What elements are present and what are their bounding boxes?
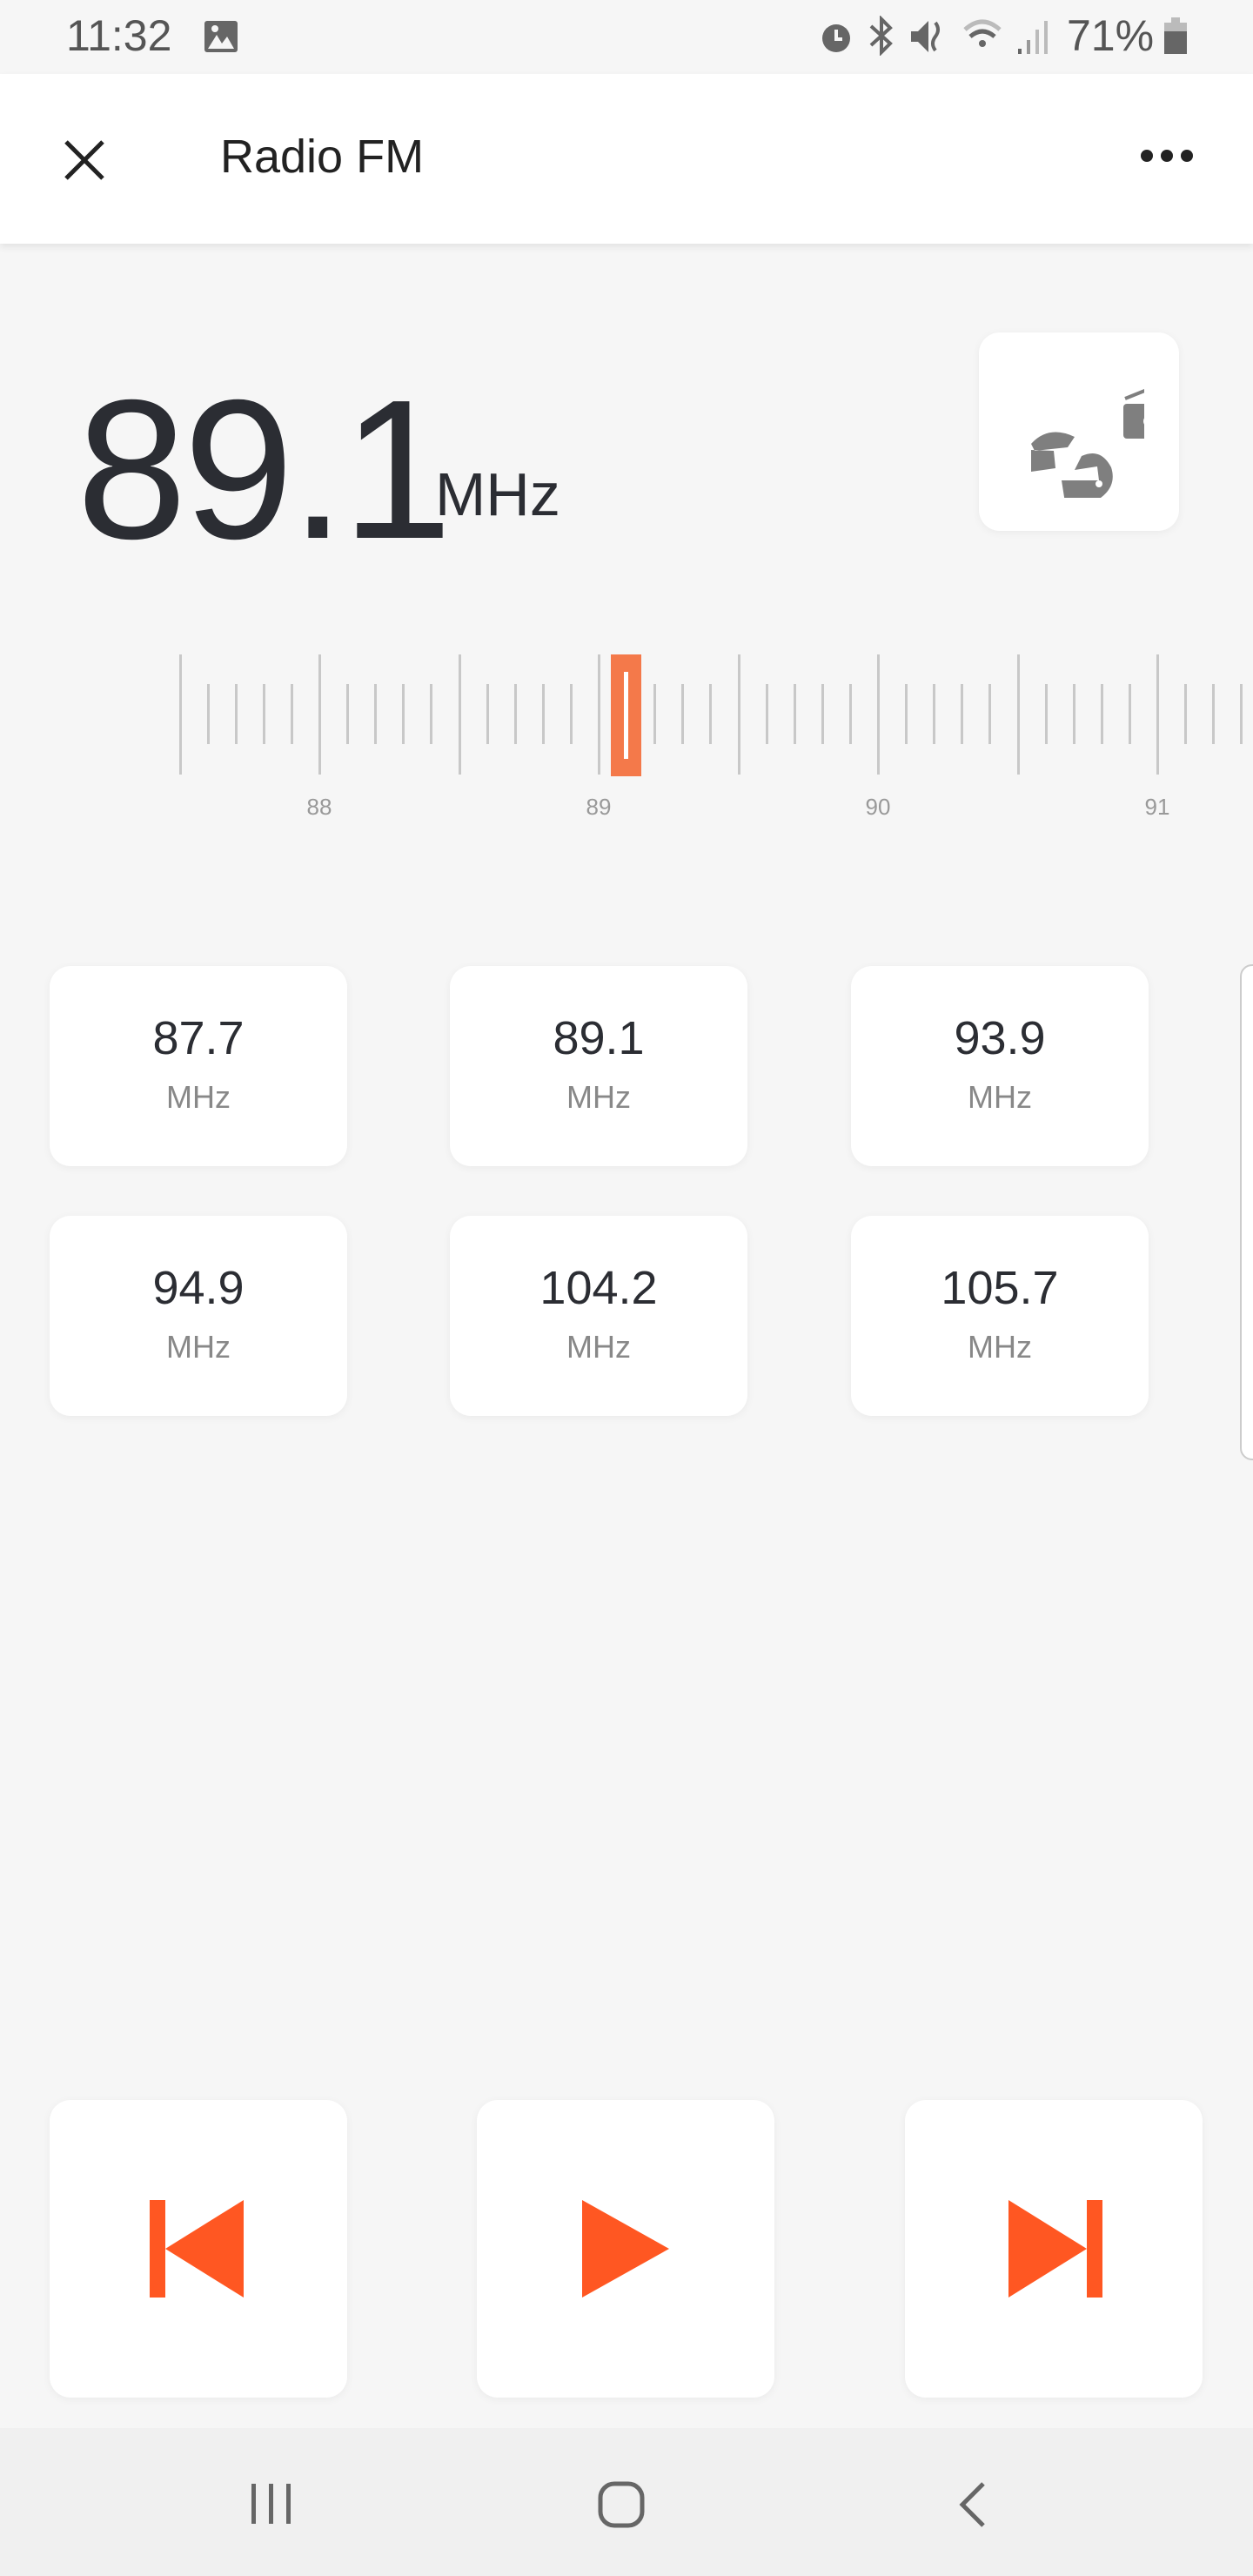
- current-frequency: 89.1: [77, 359, 452, 580]
- gallery-icon: [204, 21, 238, 52]
- preset-unit: MHz: [968, 1329, 1032, 1365]
- radio-stations-button[interactable]: [979, 332, 1179, 531]
- minor-tick: [346, 684, 350, 744]
- minor-tick: [513, 684, 517, 744]
- status-time: 11:32: [66, 11, 172, 60]
- scale-label: 89: [586, 794, 612, 820]
- minor-tick: [821, 684, 824, 744]
- next-button[interactable]: [905, 2100, 1203, 2398]
- minor-tick: [848, 684, 852, 744]
- tuner-needle[interactable]: [611, 654, 641, 776]
- preset-unit: MHz: [968, 1079, 1032, 1115]
- minor-tick: [290, 684, 293, 744]
- minor-tick: [1044, 684, 1048, 744]
- major-tick: [598, 654, 600, 775]
- minor-tick: [569, 684, 573, 744]
- minor-tick: [402, 684, 405, 744]
- preset-value: 93.9: [954, 1012, 1046, 1064]
- preset-button[interactable]: 93.9 MHz: [851, 966, 1149, 1166]
- major-tick: [458, 654, 461, 775]
- frequency-unit: MHz: [435, 460, 560, 528]
- major-tick: [1156, 654, 1159, 775]
- major-tick: [318, 654, 321, 775]
- preset-unit: MHz: [166, 1329, 231, 1365]
- major-tick: [1016, 654, 1020, 775]
- close-icon[interactable]: [63, 138, 106, 182]
- minor-tick: [1240, 684, 1243, 744]
- preset-unit: MHz: [566, 1329, 631, 1365]
- play-icon: [582, 2200, 669, 2298]
- recent-apps-icon[interactable]: [248, 2482, 297, 2526]
- minor-tick: [653, 684, 657, 744]
- minor-tick: [486, 684, 489, 744]
- system-nav-bar: [0, 2428, 1253, 2576]
- skip-next-icon: [1008, 2200, 1102, 2298]
- minor-tick: [430, 684, 433, 744]
- minor-tick: [1184, 684, 1188, 744]
- minor-tick: [765, 684, 768, 744]
- preset-button[interactable]: 87.7 MHz: [50, 966, 347, 1166]
- tuner-scale[interactable]: [0, 0, 1253, 835]
- mute-icon: [911, 21, 940, 52]
- preset-value: 87.7: [152, 1012, 245, 1064]
- preset-button[interactable]: 105.7 MHz: [851, 1216, 1149, 1416]
- back-icon[interactable]: [955, 2480, 990, 2529]
- minor-tick: [933, 684, 936, 744]
- preset-button[interactable]: 94.9 MHz: [50, 1216, 347, 1416]
- preset-unit: MHz: [166, 1079, 231, 1115]
- play-button[interactable]: [477, 2100, 774, 2398]
- radio-tags-icon: [1031, 389, 1144, 498]
- minor-tick: [1100, 684, 1103, 744]
- minor-tick: [1212, 684, 1216, 744]
- previous-button[interactable]: [50, 2100, 347, 2398]
- battery-percent: 71%: [1067, 11, 1155, 60]
- wifi-icon: [963, 19, 1002, 47]
- minor-tick: [905, 684, 908, 744]
- minor-tick: [234, 684, 238, 744]
- major-tick: [877, 654, 880, 775]
- preset-value: 94.9: [152, 1262, 245, 1314]
- minor-tick: [793, 684, 796, 744]
- signal-icon: [1018, 21, 1048, 54]
- minor-tick: [709, 684, 713, 744]
- preset-button[interactable]: 89.1 MHz: [450, 966, 747, 1166]
- app-bar: Radio FM: [0, 74, 1253, 244]
- status-bar: 11:32 71%: [0, 0, 1253, 74]
- bluetooth-icon: [869, 16, 893, 56]
- minor-tick: [681, 684, 685, 744]
- page-title: Radio FM: [220, 131, 425, 183]
- preset-unit: MHz: [566, 1079, 631, 1115]
- preset-button[interactable]: 104.2 MHz: [450, 1216, 747, 1416]
- next-page-preview[interactable]: [1240, 964, 1253, 1460]
- minor-tick: [541, 684, 545, 744]
- more-icon[interactable]: [1140, 147, 1194, 164]
- preset-value: 105.7: [941, 1262, 1059, 1314]
- battery-icon: [1164, 17, 1187, 54]
- alarm-icon: [822, 24, 850, 52]
- minor-tick: [988, 684, 992, 744]
- minor-tick: [262, 684, 265, 744]
- major-tick: [737, 654, 740, 775]
- skip-previous-icon: [150, 2200, 244, 2298]
- minor-tick: [961, 684, 964, 744]
- preset-value: 104.2: [539, 1262, 658, 1314]
- minor-tick: [1072, 684, 1075, 744]
- scale-label: 91: [1144, 794, 1170, 820]
- major-tick: [178, 654, 182, 775]
- scale-label: 88: [306, 794, 332, 820]
- scale-label: 90: [865, 794, 891, 820]
- preset-value: 89.1: [553, 1012, 645, 1064]
- minor-tick: [1128, 684, 1131, 744]
- minor-tick: [374, 684, 378, 744]
- home-icon[interactable]: [597, 2480, 646, 2529]
- minor-tick: [206, 684, 210, 744]
